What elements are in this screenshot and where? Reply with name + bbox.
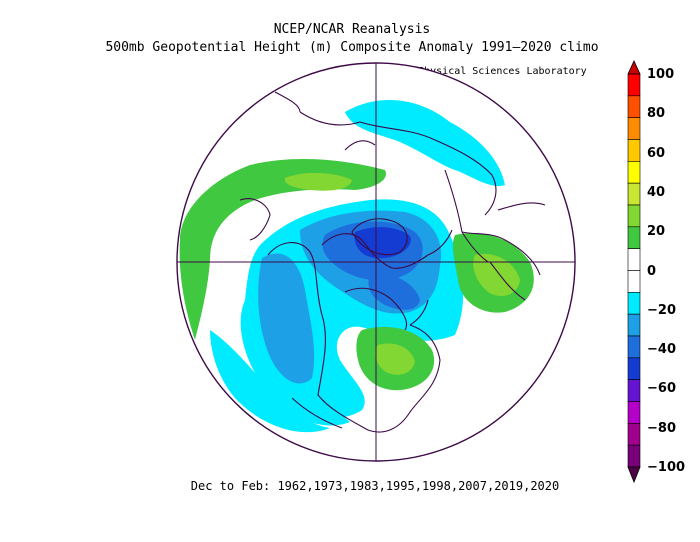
map-title: NCEP/NCAR Reanalysis: [273, 22, 431, 37]
colorbar-segment: [627, 73, 641, 97]
map-subtitle: 500mb Geopotential Height (m) Composite …: [105, 40, 599, 55]
colorbar-tick-label: 60: [647, 145, 666, 161]
anomaly-canada-west: [258, 253, 315, 384]
colorbar-tick-label: −20: [647, 302, 676, 318]
colorbar-segment: [627, 379, 641, 402]
colorbar-segment: [627, 139, 641, 162]
colorbar-segment: [627, 95, 641, 118]
colorbar-segment: [627, 270, 641, 293]
colorbar-tick-label: 80: [647, 106, 666, 122]
colorbar-tick-label: 40: [647, 184, 666, 200]
anomaly-pacific-arc: [179, 158, 386, 340]
colorbar-segment: [627, 226, 641, 249]
colorbar-segment: [627, 335, 641, 359]
anomaly-siberia: [345, 99, 505, 187]
anomaly-eastern-us-core: [375, 343, 415, 375]
credit-label: NOAA Physical Sciences Laboratory: [388, 66, 587, 77]
colorbar-tick-label: −40: [647, 342, 676, 358]
colorbar-segments: [627, 73, 641, 468]
colorbar-top-arrow: [627, 60, 641, 75]
colorbar-tick-label: 0: [647, 263, 657, 279]
anomaly-pacific-core: [284, 172, 352, 191]
anomaly-baffin: [368, 273, 420, 310]
colorbar-tick-label: 20: [647, 224, 666, 240]
colorbar-tick-label: −80: [647, 420, 676, 436]
anomaly-greenland-core: [354, 227, 411, 259]
map-boundary: [176, 62, 576, 462]
colorbar-tick-label: −60: [647, 381, 676, 397]
colorbar-segment: [627, 313, 641, 337]
coastlines: [239, 91, 546, 433]
colorbar-segment: [627, 292, 641, 315]
colorbar-segment: [627, 204, 641, 228]
period-caption: Dec to Feb: 1962,1973,1983,1995,1998,200…: [190, 479, 560, 493]
colorbar-segment: [627, 248, 641, 271]
colorbar-segment: [627, 161, 641, 184]
colorbar-segment: [627, 357, 641, 380]
colorbar-segment: [627, 182, 641, 206]
colorbar-bottom-arrow: [627, 466, 641, 484]
colorbar-segment: [627, 423, 641, 446]
colorbar-segment: [627, 444, 641, 468]
anomaly-gulf-alaska: [210, 330, 330, 433]
colorbar-tick-label: 100: [647, 67, 675, 82]
colorbar-segment: [627, 117, 641, 140]
colorbar-segment: [627, 401, 641, 424]
colorbar-tick-label: −100: [647, 460, 686, 475]
